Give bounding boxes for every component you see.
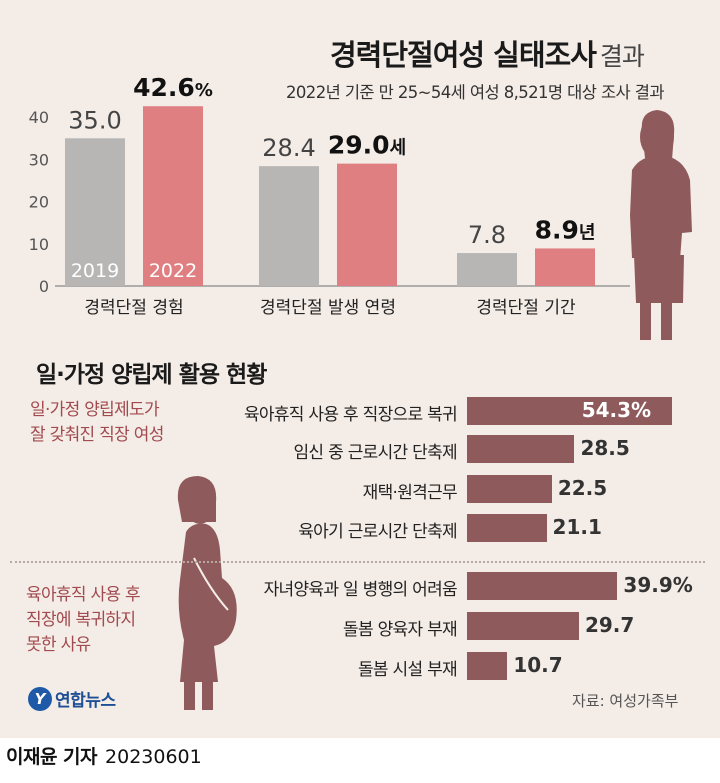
hbar-category-label: 자녀양육과 일 병행의 어려움 <box>263 580 458 600</box>
source-note: 자료: 여성가족부 <box>572 692 679 710</box>
bar-value-label: 42.6% <box>133 73 213 102</box>
bar-value-label: 29.0세 <box>328 131 406 160</box>
standing-woman-figure <box>630 110 692 340</box>
category-label: 경력단절 경험 <box>84 298 183 318</box>
hbar-category-label: 돌봄 양육자 부재 <box>343 620 458 640</box>
vertical-bar-chart: 0 10 20 30 40 35.0 2019 42.6% 2022 경력단절 경험 28.4 29.… <box>29 73 692 340</box>
hbar-value-label: 29.7 <box>584 613 635 637</box>
hbar <box>467 572 618 600</box>
hbar-category-label: 임신 중 근로시간 단축제 <box>293 443 457 463</box>
pregnant-woman-figure <box>177 476 237 710</box>
hbar <box>467 652 508 680</box>
reporter-credit: 이재윤 기자 20230601 <box>6 742 202 769</box>
vertical-bars: 0 10 20 30 40 35.0 2019 42.6% 2022 경력단절 경험 28.4 29.… <box>29 73 630 318</box>
hbar-category-label: 돌봄 시설 부재 <box>357 660 458 680</box>
bar-value-label: 35.0 <box>68 106 121 134</box>
section-divider <box>10 561 705 563</box>
bar-value-unit: 년 <box>579 222 596 243</box>
bar-2022 <box>535 248 595 286</box>
hbar-category-label: 육아휴직 사용 후 직장으로 복귀 <box>243 405 458 425</box>
y-tick-label: 30 <box>29 150 49 169</box>
yonhap-logo: Y 연합뉴스 <box>28 686 116 711</box>
bar-value-label: 8.9년 <box>535 215 596 244</box>
bar-value-label: 7.8 <box>468 221 506 249</box>
hbar <box>467 514 547 542</box>
hbar <box>467 397 672 425</box>
y-tick-label: 20 <box>29 193 49 212</box>
series-label-2019: 2019 <box>71 260 119 282</box>
y-tick-label: 40 <box>29 108 49 127</box>
bar-value-label: 28.4 <box>262 134 315 162</box>
infographic-canvas: 경력단절여성 실태조사 결과 2022년 기준 만 25~54세 여성 8,521… <box>0 0 720 738</box>
y-tick-label: 0 <box>39 277 49 296</box>
yonhap-logo-text: 연합뉴스 <box>55 691 116 711</box>
hbar-value-label: 10.7 <box>513 653 563 677</box>
hbar-value-label: 21.1 <box>552 515 602 539</box>
bar-value-unit: % <box>195 80 213 101</box>
group-label-non-return-reasons: 육아휴직 사용 후 직장에 복귀하지 못한 사유 <box>26 585 141 655</box>
hbar-category-label: 재택·원격근무 <box>362 483 458 503</box>
hbar-value-label: 54.3% <box>581 398 652 422</box>
hbar-category-label: 육아기 근로시간 단축제 <box>298 522 458 542</box>
bar-2022 <box>143 106 203 286</box>
page-subtitle: 2022년 기준 만 25~54세 여성 8,521명 대상 조사 결과 <box>286 83 665 102</box>
hbar-value-label: 22.5 <box>557 476 608 500</box>
publish-date: 20230601 <box>105 746 202 768</box>
bar-2022 <box>337 163 397 286</box>
bar-value-unit: 세 <box>390 138 407 159</box>
group-label-supported-workplace: 일·가정 양립제도가 잘 갖춰진 직장 여성 <box>30 400 164 445</box>
bar-2019 <box>65 138 125 286</box>
bar-2019 <box>259 166 319 286</box>
y-tick-label: 10 <box>29 235 49 254</box>
hbar-value-label: 28.5 <box>580 436 630 460</box>
reporter-name: 이재윤 기자 <box>6 746 98 768</box>
hbar <box>467 475 552 503</box>
category-label: 경력단절 발생 연령 <box>260 298 396 318</box>
category-label: 경력단절 기간 <box>476 298 576 318</box>
bar-2019 <box>457 253 517 286</box>
series-label-2022: 2022 <box>149 260 197 282</box>
page-title-suffix: 결과 <box>599 42 645 71</box>
hbar <box>467 612 579 640</box>
yonhap-logo-mark: Y <box>28 686 52 711</box>
hbar-value-label: 39.9% <box>623 573 693 597</box>
page-title: 경력단절여성 실태조사 결과 <box>330 38 645 72</box>
usage-section-title: 일·가정 양립제 활용 현황 <box>36 362 267 388</box>
hbar <box>467 435 575 463</box>
